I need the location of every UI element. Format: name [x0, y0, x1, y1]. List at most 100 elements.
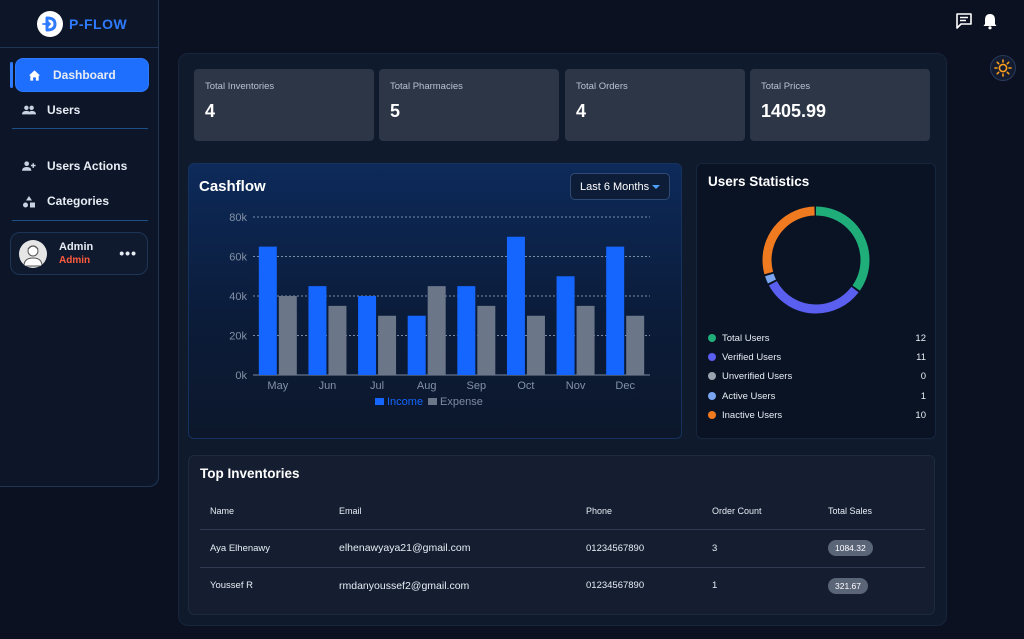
x-tick-label: Jun	[319, 380, 337, 392]
bar-expense[interactable]	[526, 315, 545, 375]
cell-name: Youssef R	[210, 580, 253, 591]
x-tick-label: Oct	[517, 380, 534, 392]
stat-row-value: 11	[916, 351, 926, 363]
bar-income[interactable]	[407, 315, 426, 375]
table-divider	[200, 567, 925, 568]
legend-dot	[708, 353, 716, 361]
bar-expense[interactable]	[278, 296, 297, 375]
x-tick-label: May	[267, 380, 288, 392]
stat-row-value: 0	[920, 370, 926, 382]
stat-label: Total Inventories	[205, 81, 275, 92]
bar-expense[interactable]	[576, 305, 595, 375]
bar-income[interactable]	[258, 246, 277, 375]
stat-value: 4	[576, 101, 587, 121]
logo[interactable]: P-FLOW	[0, 0, 158, 48]
x-tick-label: Jul	[370, 380, 384, 392]
stat-card-pharmacies: Total Pharmacies 5	[379, 69, 559, 141]
sidebar-item-users[interactable]: Users	[22, 101, 80, 119]
cell-order-count: 1	[712, 580, 718, 591]
y-tick-label: 80k	[229, 212, 247, 224]
donut-slice[interactable]	[762, 206, 870, 314]
bar-expense[interactable]	[378, 315, 397, 375]
legend-swatch	[375, 398, 384, 405]
legend-dot	[708, 392, 716, 400]
cell-phone: 01234567890	[586, 543, 645, 554]
active-indicator	[10, 62, 13, 88]
stat-row-verified-users: Verified Users 11	[708, 350, 926, 364]
brand-name: P-FLOW	[69, 15, 128, 32]
stat-label: Total Prices	[761, 81, 811, 92]
column-header-total-sales: Total Sales	[828, 506, 873, 516]
sidebar-item-label: Dashboard	[53, 68, 116, 82]
bar-expense[interactable]	[626, 315, 645, 375]
user-actions-icon	[22, 161, 36, 171]
cell-email: elhenawyaya21@gmail.com	[339, 542, 471, 554]
bar-income[interactable]	[606, 246, 625, 375]
bar-expense[interactable]	[477, 305, 496, 375]
more-options-icon[interactable]: •••	[119, 245, 137, 261]
bar-expense[interactable]	[427, 286, 446, 375]
bar-expense[interactable]	[328, 305, 347, 375]
sidebar-item-label: Categories	[47, 194, 110, 208]
stat-row-label: Inactive Users	[722, 409, 783, 421]
donut-slice[interactable]	[762, 206, 870, 314]
stat-row-value: 12	[915, 332, 926, 344]
legend-label[interactable]: Income	[387, 396, 423, 408]
home-icon	[28, 69, 41, 81]
legend-label[interactable]: Expense	[440, 396, 483, 408]
stat-row-label: Active Users	[722, 390, 776, 402]
bar-income[interactable]	[358, 296, 377, 375]
donut-slice[interactable]	[762, 206, 870, 314]
range-select[interactable]: Last 6 Months	[570, 173, 670, 200]
legend-dot	[708, 372, 716, 380]
stat-row-value: 1	[920, 390, 926, 402]
table-divider	[200, 529, 925, 530]
sidebar-divider	[12, 220, 148, 221]
stat-row-value: 10	[915, 409, 926, 421]
profile-name: Admin	[59, 241, 94, 253]
sidebar-divider	[12, 128, 148, 129]
sidebar-item-categories[interactable]: Categories	[22, 192, 109, 210]
users-donut-chart	[762, 206, 870, 314]
stat-value: 5	[390, 101, 401, 121]
stat-row-label: Unverified Users	[722, 370, 793, 382]
stat-value: 4	[205, 101, 216, 121]
range-select-value: Last 6 Months	[580, 180, 650, 193]
chat-icon[interactable]	[955, 12, 973, 30]
stat-row-label: Total Users	[722, 332, 770, 344]
y-tick-label: 20k	[229, 331, 247, 343]
categories-icon	[23, 195, 35, 207]
stat-label: Total Pharmacies	[390, 81, 463, 92]
bar-income[interactable]	[457, 286, 476, 375]
cashflow-title: Cashflow	[199, 178, 266, 195]
avatar	[19, 239, 47, 268]
x-tick-label: Aug	[417, 380, 437, 392]
stat-card-prices: Total Prices 1405.99	[750, 69, 930, 141]
bell-icon[interactable]	[981, 12, 999, 30]
bar-income[interactable]	[308, 286, 327, 375]
profile-role: Admin	[59, 255, 91, 266]
stat-row-label: Verified Users	[722, 351, 782, 363]
stat-row-total-users: Total Users 12	[708, 331, 926, 345]
x-tick-label: Dec	[615, 380, 635, 392]
column-header-name: Name	[210, 506, 235, 516]
bar-income[interactable]	[506, 236, 525, 375]
sidebar-item-dashboard[interactable]: Dashboard	[16, 59, 148, 91]
stat-value: 1405.99	[761, 101, 827, 121]
stat-row-active-users: Active Users 1	[708, 389, 926, 403]
y-tick-label: 60k	[229, 252, 247, 264]
column-header-order-count: Order Count	[712, 506, 762, 516]
column-header-phone: Phone	[586, 506, 613, 516]
legend-swatch	[428, 398, 437, 405]
cell-email: rmdanyoussef2@gmail.com	[339, 580, 470, 592]
users-icon	[22, 105, 36, 115]
column-header-email: Email	[339, 506, 362, 516]
sidebar-item-users-actions[interactable]: Users Actions	[22, 157, 127, 175]
profile-card[interactable]: Admin Admin •••	[10, 232, 148, 275]
stat-card-orders: Total Orders 4	[565, 69, 745, 141]
y-tick-label: 0k	[235, 370, 247, 382]
legend-dot	[708, 411, 716, 419]
x-tick-label: Sep	[467, 380, 487, 392]
bar-income[interactable]	[556, 276, 575, 375]
theme-toggle-button[interactable]	[990, 55, 1016, 81]
